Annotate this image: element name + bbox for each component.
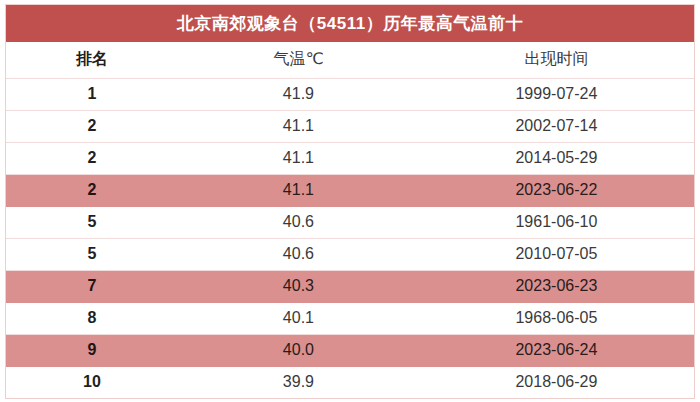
rank-cell: 7 [6, 270, 178, 302]
table-row: 7 40.3 2023-06-23 [6, 270, 694, 302]
rank-cell: 1 [6, 78, 178, 110]
table-row: 9 40.0 2023-06-24 [6, 334, 694, 366]
temp-cell: 40.1 [178, 302, 419, 334]
temp-cell: 41.1 [178, 142, 419, 174]
table-row: 5 40.6 2010-07-05 [6, 238, 694, 270]
date-cell: 1968-06-05 [419, 302, 694, 334]
rank-cell: 2 [6, 174, 178, 206]
table-title: 北京南郊观象台（54511）历年最高气温前十 [6, 5, 694, 42]
rank-cell: 5 [6, 238, 178, 270]
rank-cell: 5 [6, 206, 178, 238]
date-cell: 2002-07-14 [419, 110, 694, 142]
temp-cell: 40.6 [178, 238, 419, 270]
table-row: 5 40.6 1961-06-10 [6, 206, 694, 238]
temp-cell: 41.1 [178, 174, 419, 206]
header-row: 排名 气温℃ 出现时间 [6, 42, 694, 78]
date-cell: 2014-05-29 [419, 142, 694, 174]
date-cell: 2023-06-23 [419, 270, 694, 302]
table-row: 2 41.1 2014-05-29 [6, 142, 694, 174]
table-row: 2 41.1 2023-06-22 [6, 174, 694, 206]
temp-cell: 41.1 [178, 110, 419, 142]
temp-cell: 39.9 [178, 366, 419, 398]
temp-cell: 41.9 [178, 78, 419, 110]
temp-cell: 40.0 [178, 334, 419, 366]
table-row: 8 40.1 1968-06-05 [6, 302, 694, 334]
ranking-table: 排名 气温℃ 出现时间 1 41.9 1999-07-24 2 41.1 200… [6, 42, 694, 398]
rank-cell: 8 [6, 302, 178, 334]
column-header-date: 出现时间 [419, 42, 694, 78]
temp-cell: 40.3 [178, 270, 419, 302]
date-cell: 2023-06-22 [419, 174, 694, 206]
column-header-temp: 气温℃ [178, 42, 419, 78]
table-row: 2 41.1 2002-07-14 [6, 110, 694, 142]
column-header-rank: 排名 [6, 42, 178, 78]
date-cell: 1961-06-10 [419, 206, 694, 238]
date-cell: 2010-07-05 [419, 238, 694, 270]
rank-cell: 2 [6, 142, 178, 174]
date-cell: 1999-07-24 [419, 78, 694, 110]
rank-cell: 9 [6, 334, 178, 366]
temp-cell: 40.6 [178, 206, 419, 238]
table-row: 1 41.9 1999-07-24 [6, 78, 694, 110]
rank-cell: 2 [6, 110, 178, 142]
date-cell: 2023-06-24 [419, 334, 694, 366]
rank-cell: 10 [6, 366, 178, 398]
table-row: 10 39.9 2018-06-29 [6, 366, 694, 398]
date-cell: 2018-06-29 [419, 366, 694, 398]
temperature-ranking-table: 北京南郊观象台（54511）历年最高气温前十 排名 气温℃ 出现时间 1 41.… [5, 4, 695, 399]
